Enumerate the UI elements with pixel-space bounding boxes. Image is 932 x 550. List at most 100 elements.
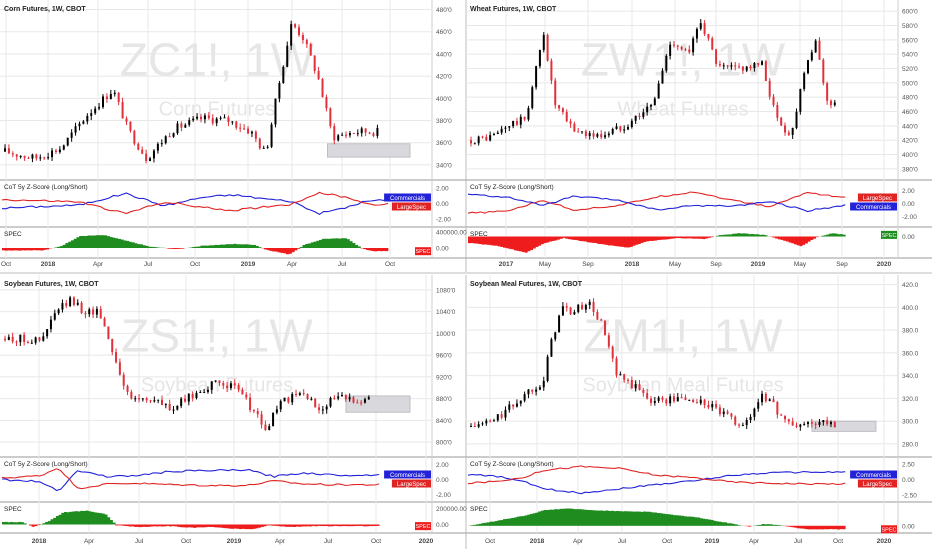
candle-body — [30, 342, 33, 344]
candle-body — [122, 374, 125, 386]
spec-bar — [626, 236, 631, 248]
candle — [115, 348, 118, 364]
spec-bar — [497, 236, 501, 247]
candle — [473, 422, 476, 427]
spec-bar — [220, 524, 224, 528]
candle — [535, 386, 538, 396]
spec-bar — [519, 516, 523, 526]
spec-bar — [109, 237, 113, 248]
candle-body — [200, 116, 202, 120]
candle — [161, 395, 164, 406]
candle — [226, 381, 229, 393]
candle-body — [634, 384, 637, 389]
candle — [581, 301, 584, 310]
spec-bar — [28, 524, 33, 526]
spec-bar — [333, 524, 337, 526]
cot-title: CoT 5y Z-Score (Long/Short) — [4, 184, 88, 191]
candle — [305, 38, 308, 48]
spec-bar — [284, 524, 288, 527]
candle — [301, 32, 304, 44]
candle — [795, 422, 798, 429]
candle — [554, 331, 557, 342]
candle — [477, 135, 480, 146]
candle-body — [473, 143, 476, 145]
spec-bar — [661, 236, 666, 240]
spec-bar — [98, 513, 103, 525]
spec-bar — [203, 245, 207, 248]
candle-body — [368, 132, 371, 134]
time-tick-label: Sep — [582, 261, 594, 268]
candle — [291, 392, 294, 406]
spec-bar — [148, 246, 152, 248]
price-tick-label: 340'0 — [436, 162, 452, 169]
spec-bar — [231, 524, 235, 529]
candle — [703, 398, 706, 409]
spec-bar — [780, 236, 784, 240]
candle — [588, 299, 591, 310]
spec-label: SPEC — [416, 249, 431, 255]
candle-body — [156, 143, 159, 151]
candle-body — [279, 401, 282, 410]
time-tick-label: Apr — [573, 538, 584, 545]
spec-bar — [338, 524, 342, 527]
candle — [791, 417, 794, 426]
spec-bar — [115, 524, 119, 526]
spec-bar — [659, 513, 663, 526]
spec-bar — [65, 243, 69, 248]
spec-bar — [791, 525, 795, 528]
spec-bar — [503, 519, 507, 526]
spec-bar — [374, 248, 378, 252]
candle-body — [810, 52, 813, 61]
price-tick-label: 320.0 — [902, 396, 919, 403]
candle-body — [799, 88, 802, 112]
spec-bar — [2, 248, 6, 251]
candle-body — [772, 399, 775, 403]
candle-body — [141, 149, 144, 154]
candle — [485, 134, 488, 142]
spec-bar — [581, 236, 585, 242]
candle — [184, 123, 187, 128]
spec-bar — [570, 236, 574, 240]
spec-bar — [794, 236, 798, 245]
candle — [356, 129, 359, 137]
candle-body — [768, 80, 771, 97]
spec-bar — [214, 524, 218, 528]
cot-label-badge — [850, 470, 897, 479]
spec-bar — [842, 234, 846, 237]
spec-bar — [106, 236, 110, 248]
spec-bar — [635, 236, 639, 245]
time-tick-label: Oct — [181, 538, 191, 545]
candle-body — [211, 118, 214, 124]
spec-bar — [688, 516, 693, 526]
candle — [188, 117, 191, 127]
spec-bar — [280, 248, 284, 253]
candle-body — [239, 127, 242, 129]
price-tick-label: 560'0 — [902, 37, 918, 44]
candle-body — [247, 128, 250, 134]
spec-bar — [335, 238, 339, 248]
spec-bar — [63, 512, 68, 525]
candle-body — [535, 66, 538, 88]
spec-bar — [255, 245, 259, 248]
spec-bar — [160, 524, 165, 527]
spec-bar — [217, 524, 221, 528]
candle — [367, 395, 370, 401]
candle — [764, 59, 767, 82]
candle — [519, 114, 522, 129]
candle — [688, 45, 691, 54]
candle — [799, 423, 802, 431]
candle — [680, 393, 683, 399]
cot-label-commercials: Commercials — [390, 196, 425, 202]
candle-body — [787, 132, 790, 135]
candle — [243, 124, 246, 131]
candle-body — [196, 116, 199, 119]
spec-bar — [368, 248, 372, 251]
candle-body — [19, 334, 22, 343]
candle — [738, 423, 741, 429]
spec-bar — [737, 525, 741, 526]
candle — [30, 339, 33, 344]
candle-body — [356, 402, 359, 404]
spec-bar — [508, 236, 512, 249]
candle-body — [519, 116, 522, 125]
spec-bar — [171, 524, 175, 527]
